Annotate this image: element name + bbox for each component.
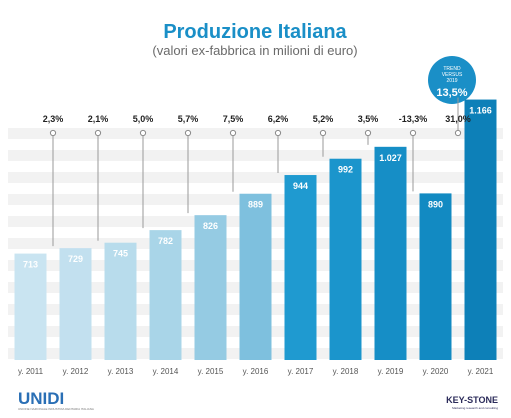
- bar-value-label: 826: [203, 221, 218, 231]
- x-axis-label: y. 2021: [468, 367, 494, 376]
- bar-value-label: 713: [23, 260, 38, 270]
- growth-connectors: [49, 97, 462, 247]
- x-axis-label: y. 2017: [288, 367, 314, 376]
- x-axis-labels: y. 2011 y. 2012 y. 2013 y. 2014 y. 2015 y. 20…: [18, 367, 494, 376]
- bar: [284, 175, 317, 360]
- bar: [194, 215, 227, 360]
- bar: [59, 248, 92, 360]
- trend-badge-line1: TREND: [443, 66, 461, 72]
- grid-band: [8, 128, 503, 139]
- keystone-logo: KEY-STONE Marketing research and consult…: [446, 395, 498, 410]
- growth-label: 5,7%: [178, 114, 199, 124]
- growth-connector-dot: [454, 129, 462, 137]
- x-axis-label: y. 2014: [153, 367, 179, 376]
- chart-title: Produzione Italiana: [163, 21, 347, 43]
- bar: [149, 230, 182, 360]
- growth-connector-dot: [274, 129, 282, 137]
- bar-value-label: 745: [113, 249, 128, 259]
- growth-label: 6,2%: [268, 114, 289, 124]
- growth-label: 2,3%: [43, 114, 64, 124]
- growth-connector-dot: [139, 129, 147, 137]
- grid-band: [8, 150, 503, 161]
- growth-connector-dot: [319, 129, 327, 137]
- trend-badge-circle: [428, 56, 476, 104]
- bar: [329, 158, 362, 360]
- growth-connector-dot: [409, 129, 417, 137]
- bar-value-label: 889: [248, 200, 263, 210]
- unidi-logo-text: UNIDI: [18, 389, 64, 408]
- bar: [419, 193, 452, 360]
- x-axis-label: y. 2020: [423, 367, 449, 376]
- keystone-logo-subtext: Marketing research and consulting: [452, 406, 498, 410]
- x-axis-label: y. 2018: [333, 367, 359, 376]
- x-axis-label: y. 2013: [108, 367, 134, 376]
- bar-value-label: 1.027: [379, 153, 402, 163]
- bar: [239, 193, 272, 360]
- growth-label: 5,2%: [313, 114, 334, 124]
- x-axis-label: y. 2015: [198, 367, 224, 376]
- growth-label: 3,5%: [358, 114, 379, 124]
- unidi-logo: UNIDI UNIONE NAZIONALE INDUSTRIA DENTARI…: [18, 389, 94, 411]
- trend-badge: TREND VERSUS 2019 13,5%: [428, 56, 476, 104]
- bar: [104, 242, 137, 360]
- bar: [464, 99, 497, 360]
- bar-value-label: 944: [293, 181, 308, 191]
- growth-connector-dot: [49, 129, 57, 137]
- bar-value-label: 890: [428, 199, 443, 209]
- growth-label: 5,0%: [133, 114, 154, 124]
- x-axis-label: y. 2019: [378, 367, 404, 376]
- x-axis-label: y. 2012: [63, 367, 89, 376]
- grid-band: [8, 172, 503, 183]
- growth-connector-dot: [364, 129, 372, 137]
- x-axis-label: y. 2011: [18, 367, 44, 376]
- growth-labels: 2,3% 2,1% 5,0% 5,7% 7,5% 6,2% 5,2% 3,5% -13,3% 31…: [43, 114, 471, 124]
- trend-badge-line3: 2019: [446, 78, 457, 84]
- growth-label: -13,3%: [399, 114, 428, 124]
- bar-value-label: 782: [158, 236, 173, 246]
- growth-connector-dot: [94, 129, 102, 137]
- growth-label: 7,5%: [223, 114, 244, 124]
- keystone-logo-text: KEY-STONE: [446, 395, 498, 405]
- unidi-logo-subtext: UNIONE NAZIONALE INDUSTRIA DENTARIA ITAL…: [18, 407, 94, 411]
- bars: 713 729 745 782 826 889 944 992 1.027 890 1.166: [14, 99, 497, 360]
- trend-badge-value: 13,5%: [436, 87, 467, 99]
- bar: [14, 253, 47, 360]
- growth-connector-dot: [184, 129, 192, 137]
- chart-subtitle: (valori ex-fabbrica in milioni di euro): [152, 43, 357, 58]
- growth-connector-dot: [229, 129, 237, 137]
- bar-value-label: 992: [338, 165, 353, 175]
- x-axis-label: y. 2016: [243, 367, 269, 376]
- bar-value-label: 1.166: [469, 106, 492, 116]
- growth-label: 31,0%: [445, 114, 471, 124]
- trend-badge-line2: VERSUS: [442, 72, 463, 78]
- bar-value-label: 729: [68, 254, 83, 264]
- growth-label: 2,1%: [88, 114, 109, 124]
- bar: [374, 146, 407, 360]
